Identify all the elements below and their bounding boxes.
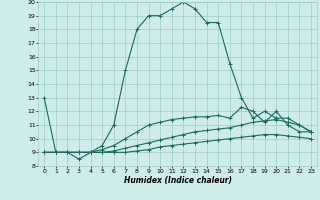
X-axis label: Humidex (Indice chaleur): Humidex (Indice chaleur) xyxy=(124,176,232,185)
